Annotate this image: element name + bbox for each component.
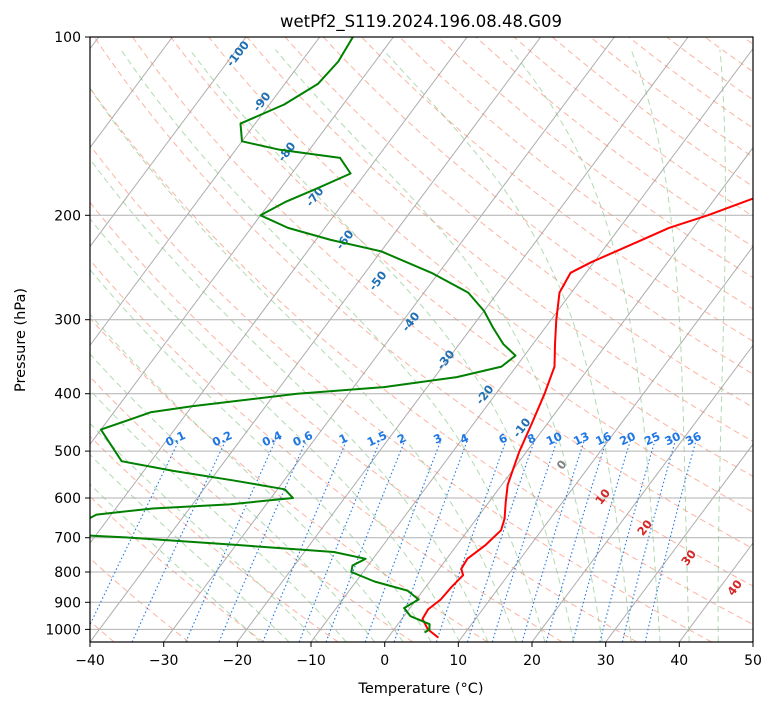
- x-tick-label: 20: [523, 653, 541, 669]
- x-axis-title: Temperature (°C): [357, 681, 483, 697]
- y-tick-label: 900: [54, 595, 81, 611]
- x-tick-label: 50: [744, 653, 762, 669]
- y-tick-label: 100: [54, 30, 81, 46]
- y-tick-label: 700: [54, 531, 81, 547]
- x-tick-label: −40: [75, 653, 105, 669]
- x-tick-label: 40: [670, 653, 688, 669]
- y-tick-label: 1000: [45, 622, 81, 638]
- y-tick-label: 800: [54, 565, 81, 581]
- x-tick-label: −10: [296, 653, 326, 669]
- y-axis-title: Pressure (hPa): [13, 288, 29, 392]
- chart-title: wetPf2_S119.2024.196.08.48.G09: [280, 12, 562, 32]
- y-tick-label: 300: [54, 313, 81, 329]
- x-tick-label: 10: [449, 653, 467, 669]
- x-tick-label: 30: [597, 653, 615, 669]
- x-tick-label: 0: [380, 653, 389, 669]
- x-tick-label: −20: [223, 653, 253, 669]
- y-tick-label: 600: [54, 491, 81, 507]
- y-tick-label: 400: [54, 387, 81, 403]
- y-tick-label: 500: [54, 444, 81, 460]
- y-tick-label: 200: [54, 208, 81, 224]
- x-tick-label: −30: [149, 653, 179, 669]
